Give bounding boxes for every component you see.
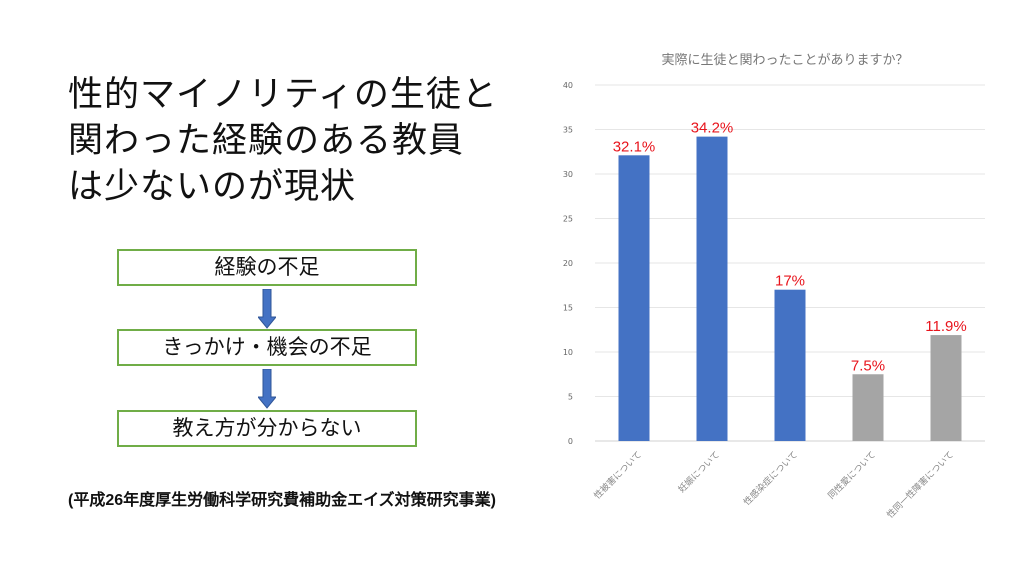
y-tick-label: 40: [563, 81, 573, 90]
flow-step-1: 経験の不足: [117, 249, 417, 286]
y-tick-label: 25: [563, 215, 573, 224]
bar: [774, 289, 806, 441]
source-note: (平成26年度厚生労働科学研究費補助金エイズ対策研究事業): [68, 492, 496, 509]
x-tick-label: 同性愛について: [825, 449, 878, 502]
y-tick-label: 0: [568, 437, 573, 446]
data-label: 34.2%: [691, 120, 734, 137]
data-label: 11.9%: [925, 318, 966, 335]
y-tick-label: 15: [563, 304, 573, 313]
flow-step-3: 教え方が分からない: [117, 410, 417, 447]
x-tick-label: 性感染症について: [741, 449, 800, 508]
bar: [930, 335, 962, 441]
x-tick-label: 妊娠について: [676, 449, 722, 495]
y-tick-label: 10: [563, 348, 573, 357]
bar: [618, 155, 650, 441]
y-tick-label: 30: [563, 170, 573, 179]
data-label: 32.1%: [613, 138, 656, 155]
y-tick-label: 35: [563, 126, 573, 135]
y-tick-label: 5: [568, 393, 573, 402]
x-tick-label: 性同一性障害について: [884, 449, 956, 521]
slide-title: 性的マイノリティの生徒と関わった経験のある教員は少ないのが現状: [68, 75, 498, 207]
bar: [696, 136, 728, 441]
bar: [852, 374, 884, 441]
chart-title: 実際に生徒と関わったことがありますか？: [661, 52, 908, 68]
flow-step-2: きっかけ・機会の不足: [117, 329, 417, 366]
down-arrow-icon: [258, 289, 276, 329]
x-tick-label: 性被害について: [591, 449, 644, 502]
y-tick-label: 20: [563, 259, 573, 268]
down-arrow-icon: [258, 369, 276, 409]
data-label: 17%: [775, 273, 805, 290]
data-label: 7.5%: [851, 357, 885, 374]
